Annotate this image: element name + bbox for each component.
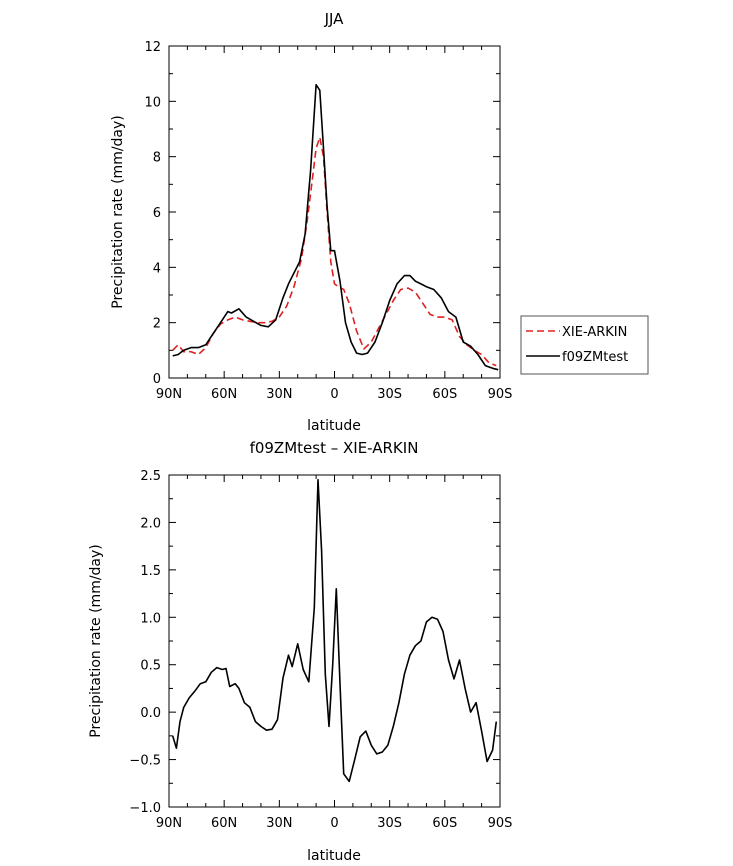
panel-1-y-tick-label: 6 bbox=[153, 206, 161, 221]
panel-1-x-axis-label: latitude bbox=[307, 418, 361, 434]
panel-1-y-tick-label: 2 bbox=[153, 317, 161, 332]
panel-1-x-tick-label: 60S bbox=[432, 387, 457, 402]
panel-2-y-tick-label: 1.5 bbox=[140, 564, 161, 579]
legend-label-xie-arkin: XIE-ARKIN bbox=[562, 325, 627, 340]
panel-1-legend: XIE-ARKIN f09ZMtest bbox=[520, 315, 649, 375]
panel-1-x-tick-label: 30S bbox=[377, 387, 402, 402]
panel-2-x-tick-label: 60N bbox=[211, 816, 237, 831]
panel-2-x-tick-label: 0 bbox=[330, 816, 338, 831]
panel-1-y-tick-label: 10 bbox=[144, 95, 161, 110]
panel-1-x-tick-label: 30N bbox=[266, 387, 292, 402]
panel-1-title: JJA bbox=[324, 10, 345, 28]
panel-1-y-tick-label: 4 bbox=[153, 261, 161, 276]
panel-2-x-axis-label: latitude bbox=[307, 848, 361, 864]
panel-2-y-tick-label: 0.0 bbox=[140, 706, 161, 721]
panel-2-x-tick-label: 90S bbox=[488, 816, 513, 831]
panel-2-y-tick-label: 2.0 bbox=[140, 516, 161, 531]
legend-box bbox=[520, 315, 649, 375]
panel-jja: JJA 90N 60N 30N 0 30S 60S 90S 0 2 4 6 8 10 12 latitud… bbox=[110, 10, 649, 434]
panel-2-x-tick-label: 90N bbox=[156, 816, 182, 831]
panel-2-title: f09ZMtest – XIE-ARKIN bbox=[250, 439, 419, 457]
panel-2-y-axis-label: Precipitation rate (mm/day) bbox=[88, 544, 104, 738]
panel-2-x-tick-label: 60S bbox=[432, 816, 457, 831]
panel-1-x-tick-label: 90S bbox=[488, 387, 513, 402]
panel-2-series-line-0 bbox=[171, 478, 498, 783]
panel-1-x-tick-label: 90N bbox=[156, 387, 182, 402]
panel-1-x-tick-label: 0 bbox=[330, 387, 338, 402]
panel-2-y-tick-label: −0.5 bbox=[129, 754, 161, 769]
panel-1-y-tick-label: 12 bbox=[144, 40, 161, 55]
panel-2-y-tick-label: −1.0 bbox=[129, 801, 161, 816]
panel-1-plot-area bbox=[168, 45, 501, 379]
panel-2-x-tick-label: 30N bbox=[266, 816, 292, 831]
panel-2-x-tick-label: 30S bbox=[377, 816, 402, 831]
panel-1-y-tick-label: 8 bbox=[153, 151, 161, 166]
legend-label-f09zmtest: f09ZMtest bbox=[562, 350, 628, 365]
panel-2-y-tick-label: 1.0 bbox=[140, 611, 161, 626]
panel-1-series-line-f09zmtest bbox=[172, 83, 499, 371]
panel-1-y-axis-label: Precipitation rate (mm/day) bbox=[110, 115, 126, 309]
panel-2-y-tick-label: 0.5 bbox=[140, 659, 161, 674]
panel-2-y-tick-label: 2.5 bbox=[140, 469, 161, 484]
panel-1-y-tick-label: 0 bbox=[153, 372, 161, 387]
panel-1-x-tick-label: 60N bbox=[211, 387, 237, 402]
panel-difference: f09ZMtest – XIE-ARKIN 90N 60N 30N 0 30S 60S 90… bbox=[88, 439, 512, 864]
